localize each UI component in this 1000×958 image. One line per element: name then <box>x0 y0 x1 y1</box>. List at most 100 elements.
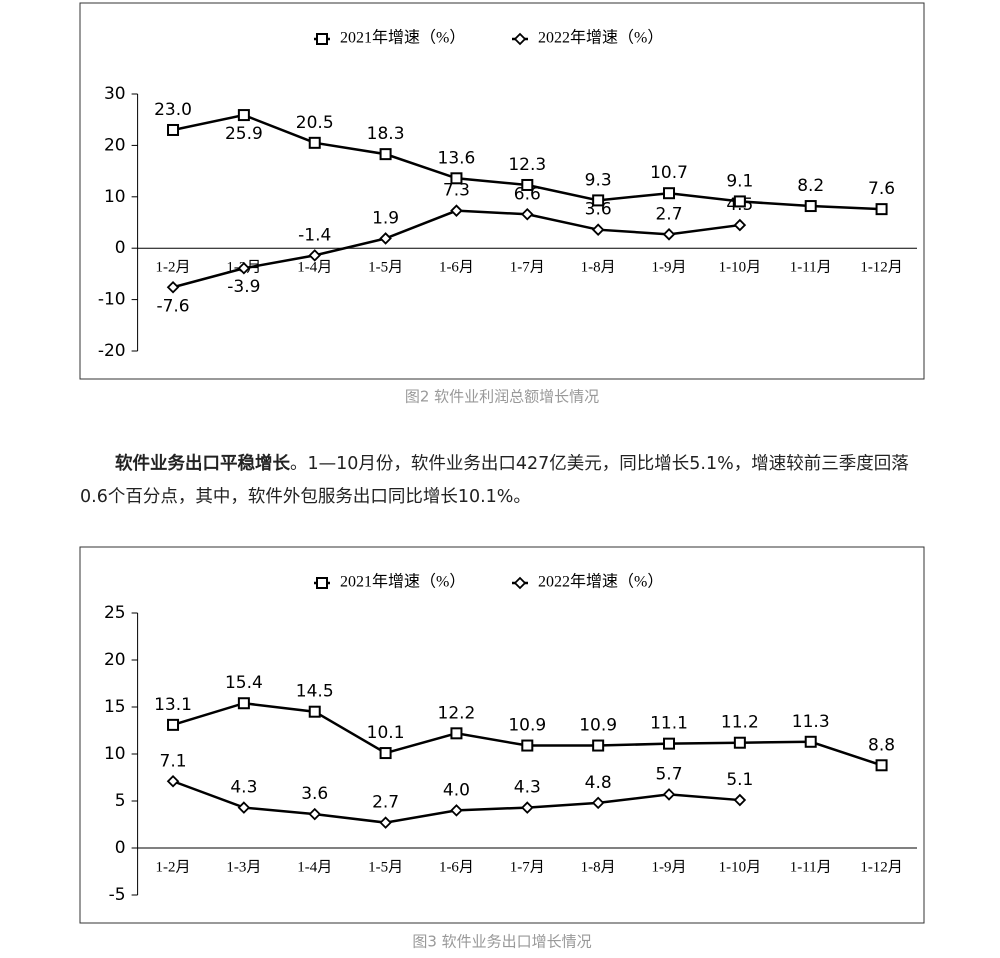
paragraph: 软件业务出口平稳增长。1—10月份，软件业务出口427亿美元，同比增长5.1%，… <box>80 448 926 514</box>
marker-diamond <box>662 228 676 241</box>
y-tick-label: 25 <box>104 603 126 623</box>
data-label: 6.6 <box>514 184 541 204</box>
marker-square <box>592 194 605 207</box>
marker-square <box>521 739 534 752</box>
data-label: -7.6 <box>156 296 189 316</box>
marker-square <box>733 195 746 208</box>
data-label: 9.3 <box>585 170 612 190</box>
data-label: 10.9 <box>508 716 546 736</box>
x-tick-label: 1-9月 <box>652 859 687 875</box>
marker-square <box>733 736 746 749</box>
caption: 图2 软件业利润总额增长情况 <box>405 388 599 406</box>
marker-square <box>237 697 250 710</box>
marker-diamond <box>379 816 392 829</box>
x-tick-label: 1-8月 <box>581 260 616 276</box>
data-label: 25.9 <box>225 124 263 144</box>
marker-square <box>237 109 250 122</box>
x-tick-label: 1-11月 <box>790 859 832 875</box>
marker-diamond <box>591 796 605 810</box>
marker-square <box>875 203 888 216</box>
legend-label: 2021年增速（%） <box>340 573 465 591</box>
chart-frame <box>79 2 925 380</box>
marker-diamond <box>513 32 527 46</box>
x-tick-label: 1-2月 <box>156 859 191 875</box>
x-tick-label: 1-6月 <box>439 859 474 875</box>
data-label: 1.9 <box>372 208 399 228</box>
data-label: 4.5 <box>726 195 753 215</box>
data-label: 10.9 <box>579 716 617 736</box>
x-tick-label: 1-3月 <box>226 859 261 875</box>
x-tick-label: 1-6月 <box>439 260 474 276</box>
marker-square <box>167 123 180 136</box>
y-tick-label: 10 <box>104 187 126 207</box>
marker-diamond <box>733 793 747 807</box>
marker-diamond <box>379 232 392 245</box>
data-label: 2.7 <box>655 204 682 224</box>
marker-square <box>316 33 328 45</box>
y-tick-label: 0 <box>115 238 126 258</box>
x-tick-label: 1-4月 <box>297 859 332 875</box>
y-tick-label: 15 <box>104 697 126 717</box>
data-label: 3.6 <box>585 200 612 220</box>
x-tick-label: 1-9月 <box>652 260 687 276</box>
y-tick-label: 0 <box>115 838 126 858</box>
data-label: 9.1 <box>726 171 753 191</box>
data-label: 13.1 <box>154 695 192 715</box>
marker-diamond <box>521 208 534 221</box>
marker-diamond <box>450 804 463 817</box>
marker-square <box>592 739 605 752</box>
data-label: 4.8 <box>585 773 612 793</box>
marker-diamond <box>513 576 527 590</box>
data-label: 5.7 <box>655 764 682 784</box>
marker-diamond <box>521 801 534 814</box>
data-label: 13.6 <box>438 148 476 168</box>
marker-square <box>167 718 180 731</box>
marker-square <box>804 735 817 748</box>
marker-square <box>663 737 676 750</box>
data-label: 7.6 <box>868 179 895 199</box>
data-label: 7.1 <box>160 751 187 771</box>
marker-square <box>379 747 392 760</box>
data-label: 11.1 <box>650 714 688 734</box>
caption: 图3 软件业务出口增长情况 <box>412 933 591 951</box>
x-tick-label: 1-12月 <box>860 859 903 875</box>
y-tick-label: 20 <box>104 650 126 670</box>
data-label: 14.5 <box>296 682 334 702</box>
y-tick-label: 30 <box>104 84 126 104</box>
data-label: 12.3 <box>508 155 546 175</box>
x-tick-label: 1-5月 <box>368 260 403 276</box>
data-label: 11.2 <box>721 713 759 733</box>
data-label: 20.5 <box>296 113 334 133</box>
y-tick-label: -20 <box>98 341 126 361</box>
x-tick-label: 1-7月 <box>510 260 545 276</box>
x-tick-label: 1-10月 <box>719 859 762 875</box>
data-label: -1.4 <box>298 225 331 245</box>
data-label: 10.1 <box>367 723 405 743</box>
marker-diamond <box>237 801 251 814</box>
y-tick-label: 10 <box>104 744 126 764</box>
data-label: 5.1 <box>726 770 753 790</box>
x-tick-label: 1-2月 <box>156 260 191 276</box>
data-label: 23.0 <box>154 100 192 120</box>
legend-label: 2021年增速（%） <box>340 29 465 47</box>
y-tick-label: 20 <box>104 135 126 155</box>
data-label: -3.9 <box>227 277 260 297</box>
data-label: 15.4 <box>225 673 263 693</box>
paragraph-text: 。1—10月份，软件业务出口427亿美元，同比增长5.1%，增速较前三季度回落0… <box>80 454 909 507</box>
x-tick-label: 1-4月 <box>297 260 332 276</box>
data-label: 8.2 <box>797 176 824 196</box>
x-tick-label: 1-12月 <box>860 260 903 276</box>
x-tick-label: 1-8月 <box>581 859 616 875</box>
marker-square <box>379 148 392 161</box>
data-label: 11.3 <box>792 712 830 732</box>
marker-square <box>875 759 888 772</box>
marker-square <box>663 187 676 200</box>
data-label: 12.2 <box>438 703 476 723</box>
chart-frame <box>79 546 925 924</box>
marker-diamond <box>450 204 463 217</box>
data-label: 8.8 <box>868 735 895 755</box>
marker-diamond <box>308 807 322 821</box>
marker-square <box>804 200 817 213</box>
